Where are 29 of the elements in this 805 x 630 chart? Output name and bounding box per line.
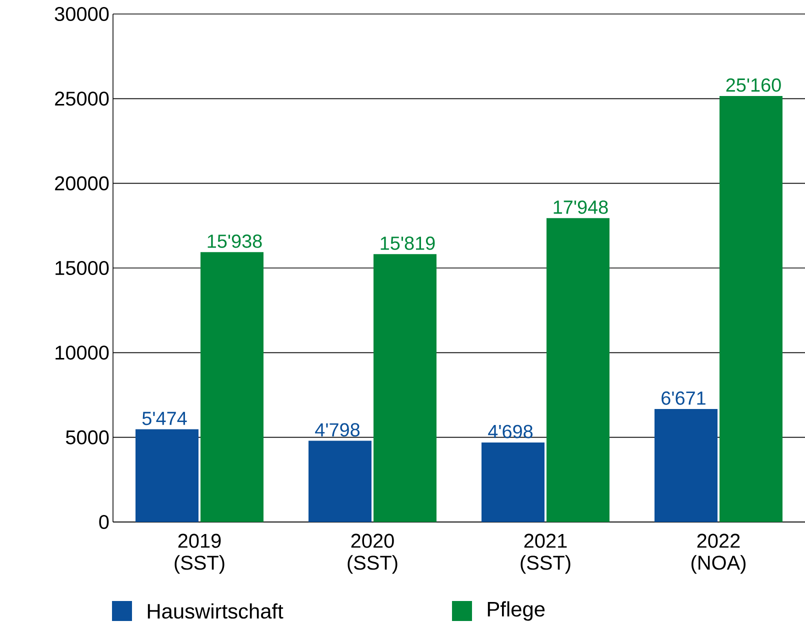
legend-label: Hauswirtschaft	[148, 603, 284, 619]
bar	[720, 96, 783, 522]
bar	[200, 252, 264, 522]
data-label: 15'938	[208, 234, 262, 248]
data-label: 5'474	[142, 412, 187, 426]
data-label: 6'671	[662, 391, 706, 405]
y-tick-label: 15000	[56, 260, 109, 276]
y-tick-label: 30000	[54, 6, 109, 22]
y-tick-label: 5000	[66, 430, 109, 444]
data-label: 4'798	[315, 423, 360, 437]
x-tick-label: 2019 (SST)	[174, 534, 224, 574]
legend-label: Pflege	[488, 601, 545, 621]
data-label: 4'698	[488, 424, 533, 438]
bar	[546, 218, 610, 522]
y-tick-label: 10000	[56, 346, 109, 360]
x-tick-label: 2022 (NOA)	[692, 534, 746, 574]
y-tick-label: 0	[99, 514, 109, 530]
bar	[374, 254, 436, 522]
data-label: 15'819	[380, 236, 435, 250]
x-tick-label: 2020 (SST)	[348, 534, 398, 574]
bar	[654, 409, 718, 522]
x-tick-label: 2021 (SST)	[520, 534, 570, 574]
y-tick-label: 20000	[55, 176, 109, 190]
data-label: 25'160	[726, 78, 781, 92]
bar	[482, 442, 545, 522]
y-tick-label: 25000	[55, 92, 109, 106]
bar	[308, 440, 372, 522]
bar	[136, 429, 199, 522]
data-label: 17'948	[554, 200, 608, 214]
